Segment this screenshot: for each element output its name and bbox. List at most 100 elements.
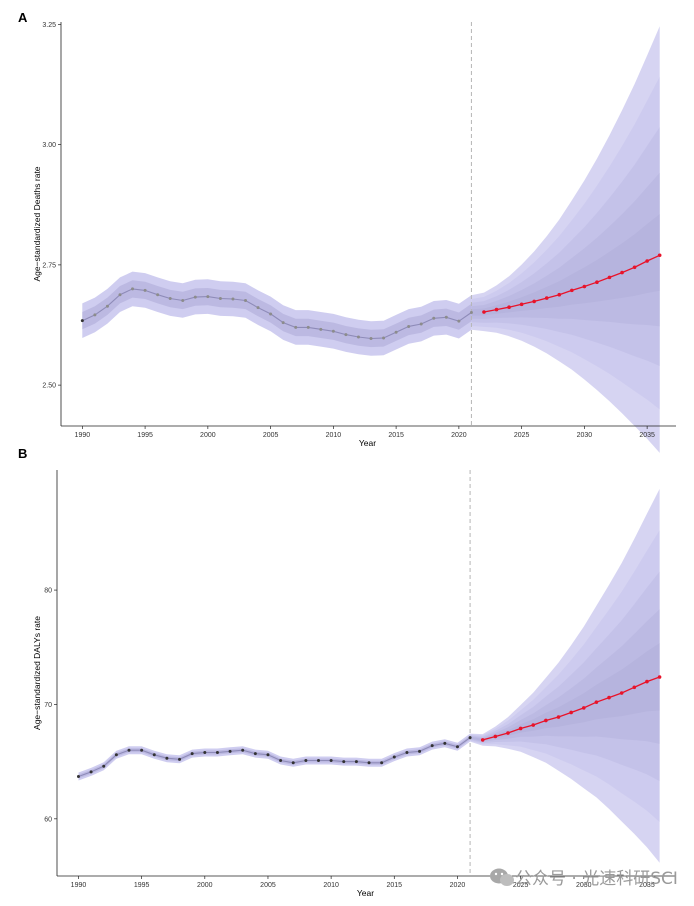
x-tick-label: 1995 [134, 882, 150, 889]
observed-point [215, 750, 219, 754]
observed-point [419, 322, 423, 326]
observed-point [156, 293, 160, 297]
x-tick-label: 2025 [513, 882, 529, 889]
y-tick-label: 60 [44, 816, 52, 823]
projection-point [570, 288, 574, 293]
observed-point [354, 760, 358, 764]
observed-point [281, 321, 285, 325]
y-tick-label: 80 [44, 588, 52, 595]
forecast-band-2 [471, 76, 660, 410]
x-axis-title: Year [359, 438, 376, 448]
projection-point [556, 715, 561, 719]
x-tick-label: 2000 [200, 432, 216, 439]
observed-point [430, 744, 434, 748]
x-tick-label: 2015 [388, 432, 404, 439]
observed-point [291, 761, 295, 765]
forecast-band-2 [470, 530, 660, 822]
y-tick-label: 70 [44, 702, 52, 709]
observed-point [206, 295, 210, 299]
observed-point [231, 297, 235, 301]
projection-point [645, 679, 649, 684]
observed-point [256, 306, 260, 310]
projection-point [657, 675, 662, 679]
observed-point [392, 755, 396, 759]
observed-point [444, 315, 448, 319]
observed-point [181, 298, 185, 302]
observed-point [140, 748, 144, 752]
observed-point [356, 335, 360, 339]
observed-point [407, 324, 411, 328]
observed-point [178, 757, 182, 761]
observed-point [319, 327, 323, 331]
observed-point [114, 753, 118, 757]
x-tick-label: 2015 [387, 882, 403, 889]
observed-point [380, 761, 384, 765]
observed-point [93, 313, 97, 317]
observed-point [143, 288, 147, 292]
observed-band-2 [82, 280, 472, 348]
projection-point [544, 718, 548, 723]
observed-point [329, 758, 333, 762]
x-tick-label: 2035 [639, 432, 655, 439]
observed-point [241, 748, 245, 752]
observed-point [203, 750, 207, 754]
panel-label: B [18, 446, 27, 461]
observed-point [244, 298, 247, 302]
observed-point [432, 316, 436, 320]
observed-point [269, 312, 273, 316]
observed-point [190, 752, 194, 756]
projection-point [519, 302, 524, 307]
observed-point [469, 310, 473, 314]
y-tick-label: 2.75 [42, 262, 56, 269]
observed-point [468, 736, 472, 740]
projection-point [531, 723, 536, 727]
observed-point [76, 775, 80, 779]
observed-point [394, 330, 398, 334]
projection-point [620, 270, 624, 275]
observed-point [218, 297, 222, 301]
projection-point [607, 275, 612, 280]
x-tick-label: 1995 [137, 432, 153, 439]
x-tick-label: 2035 [639, 882, 655, 889]
x-axis-title: Year [357, 888, 374, 898]
y-tick-label: 3.25 [42, 22, 56, 29]
observed-point [165, 756, 169, 760]
panel-a: A 1990 1995 2000 2005 2010 2015 2020 2025 2030 203… [18, 10, 676, 453]
observed-point [105, 304, 109, 308]
observed-point [89, 770, 93, 774]
observed-line [82, 288, 472, 340]
projection-point [582, 284, 587, 289]
projection-point [506, 731, 510, 735]
projection-point [480, 738, 485, 742]
observed-point [443, 741, 447, 745]
forecast-band-1 [470, 488, 660, 863]
projection-point [632, 265, 637, 270]
observed-point [316, 758, 320, 762]
x-tick-label: 2020 [450, 882, 466, 889]
observed-point [369, 336, 373, 340]
x-tick-label: 2005 [260, 882, 276, 889]
projection-point [581, 706, 586, 710]
observed-point [152, 753, 156, 757]
projection-point [557, 292, 562, 297]
observed-point [279, 758, 283, 762]
watermark-text: 公众号 · 光速科研SCI [515, 869, 678, 889]
projection-point [494, 307, 499, 312]
observed-line [78, 737, 471, 778]
panel-b: B 1990 1995 2000 2005 2010 2015 2020 2025 2030 203… [18, 446, 676, 898]
projection-point [482, 310, 486, 314]
forecast-band-4 [470, 609, 660, 744]
y-tick-label: 2.50 [42, 383, 56, 390]
forecast-band-5 [470, 643, 660, 741]
observed-point [344, 333, 348, 337]
projection-point [645, 259, 649, 263]
observed-point [367, 761, 371, 765]
x-tick-label: 2030 [576, 882, 592, 889]
x-tick-label: 2010 [323, 882, 339, 889]
observed-point [118, 293, 122, 297]
projection-point [493, 734, 498, 739]
projection-point [518, 726, 523, 731]
observed-point [102, 764, 106, 768]
observed-point [342, 760, 346, 764]
observed-point [127, 748, 131, 752]
